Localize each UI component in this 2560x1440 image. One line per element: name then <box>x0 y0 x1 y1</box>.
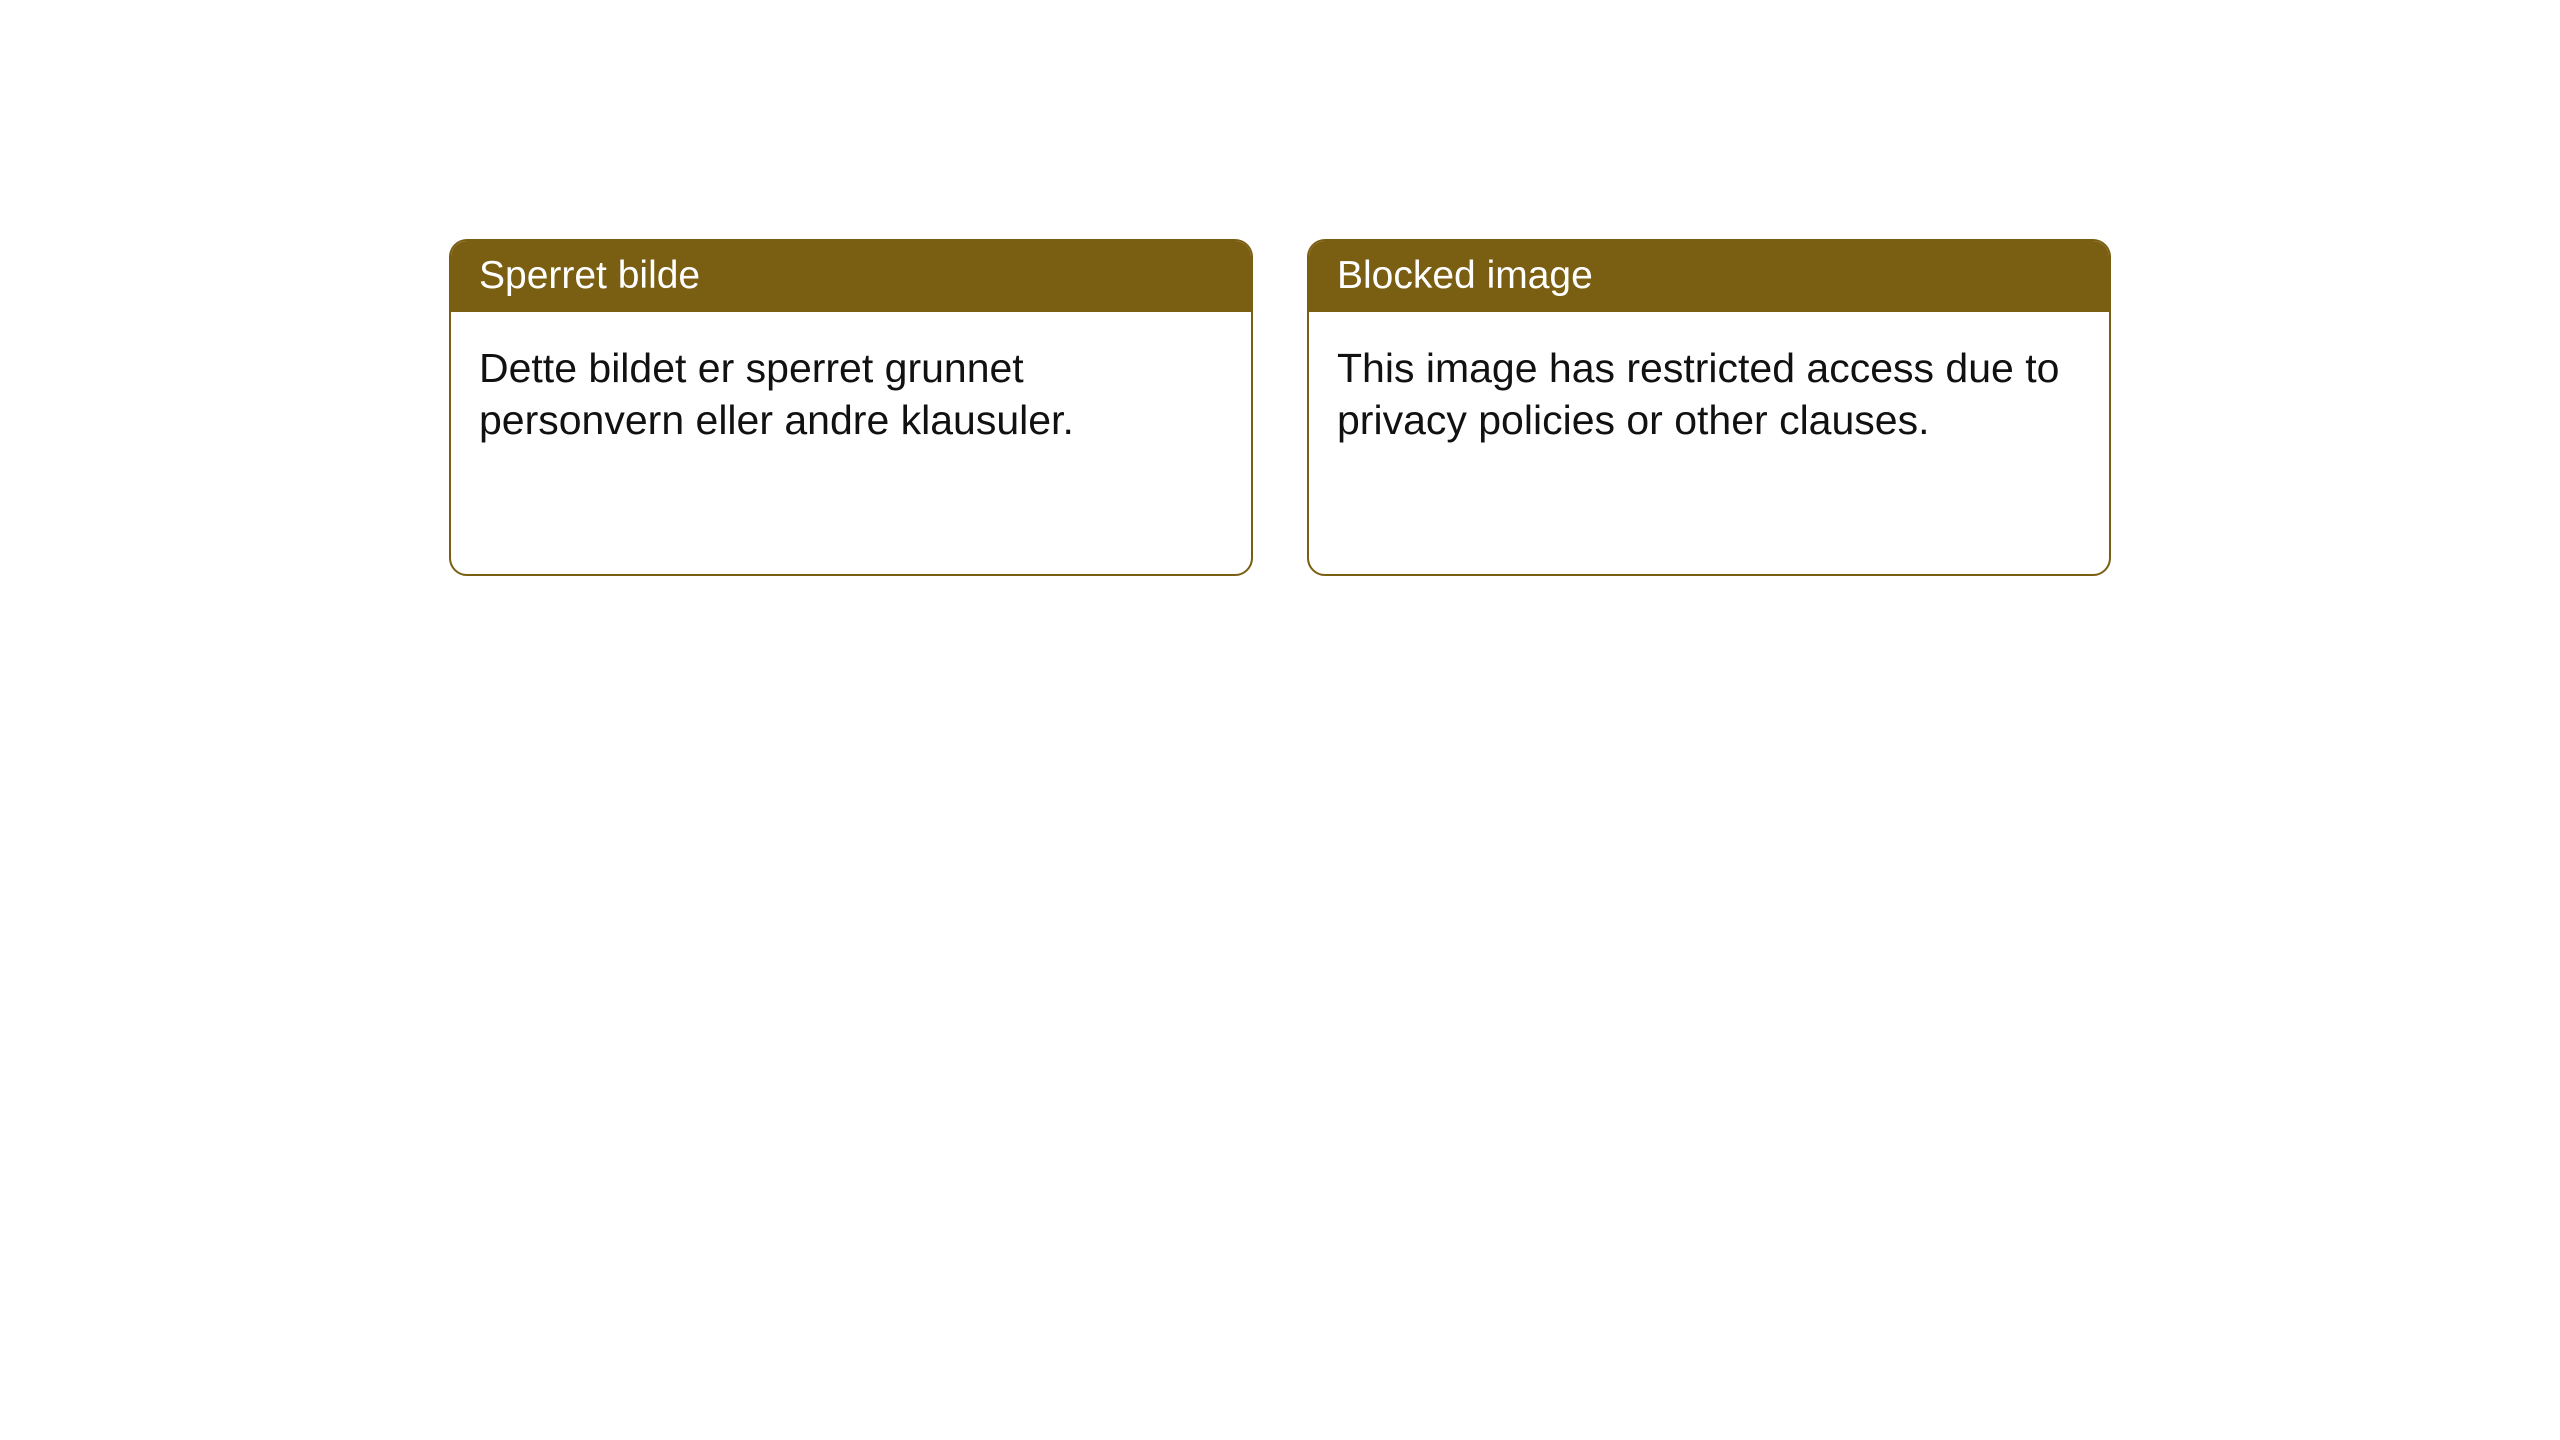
card-title: Blocked image <box>1337 254 1593 297</box>
card-header: Blocked image <box>1309 241 2109 312</box>
notice-card-english: Blocked image This image has restricted … <box>1307 239 2111 576</box>
card-body-text: Dette bildet er sperret grunnet personve… <box>479 345 1074 443</box>
card-body: Dette bildet er sperret grunnet personve… <box>451 312 1251 477</box>
card-body: This image has restricted access due to … <box>1309 312 2109 477</box>
card-header: Sperret bilde <box>451 241 1251 312</box>
card-body-text: This image has restricted access due to … <box>1337 345 2059 443</box>
notice-card-norwegian: Sperret bilde Dette bildet er sperret gr… <box>449 239 1253 576</box>
card-title: Sperret bilde <box>479 254 700 297</box>
notice-container: Sperret bilde Dette bildet er sperret gr… <box>449 239 2111 576</box>
